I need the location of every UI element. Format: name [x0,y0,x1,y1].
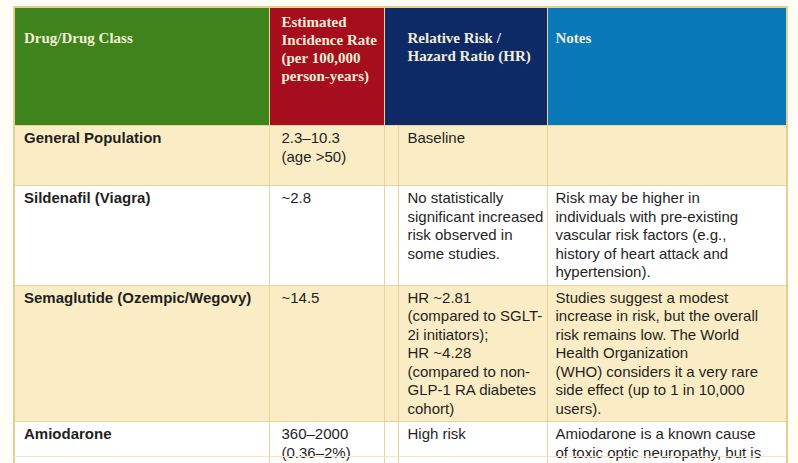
col-header-relative-risk: Relative Risk / Hazard Ratio (HR) [384,7,547,126]
cell-incidence: ~14.5 [269,285,384,422]
cell-relative-risk: No statistically significant increased r… [398,186,547,286]
cell-drug: Sildenafil (Viagra) [14,186,269,286]
cell-spacer [384,126,398,186]
cell-incidence: 2.3–10.3 (age >50) [269,126,384,186]
cell-relative-risk: HR ~2.81 (compared to SGLT-2i initiators… [398,285,547,422]
cell-drug: General Population [14,126,269,186]
col-header-incidence-rate: Estimated Incidence Rate (per 100,000 pe… [269,7,384,126]
cell-relative-risk: Baseline [398,126,547,186]
table-row: Semaglutide (Ozempic/Wegovy) ~14.5 HR ~2… [14,285,787,422]
cell-incidence: ~2.8 [269,186,384,286]
header-row: Drug/Drug Class Estimated Incidence Rate… [14,7,787,126]
cell-notes [547,126,787,186]
cell-spacer [384,186,398,286]
cell-notes: Risk may be higher in individuals with p… [547,186,787,286]
cell-drug: Semaglutide (Ozempic/Wegovy) [14,285,269,422]
risk-table-container: Drug/Drug Class Estimated Incidence Rate… [13,6,786,463]
table-row: Sildenafil (Viagra) ~2.8 No statisticall… [14,186,787,286]
next-table-top-edge [13,456,786,457]
col-header-notes: Notes [547,7,787,126]
cell-notes: Studies suggest a modest increase in ris… [547,285,787,422]
risk-table: Drug/Drug Class Estimated Incidence Rate… [13,6,788,463]
table-row: General Population 2.3–10.3 (age >50) Ba… [14,126,787,186]
cell-spacer [384,285,398,422]
col-header-drug-class: Drug/Drug Class [14,7,269,126]
